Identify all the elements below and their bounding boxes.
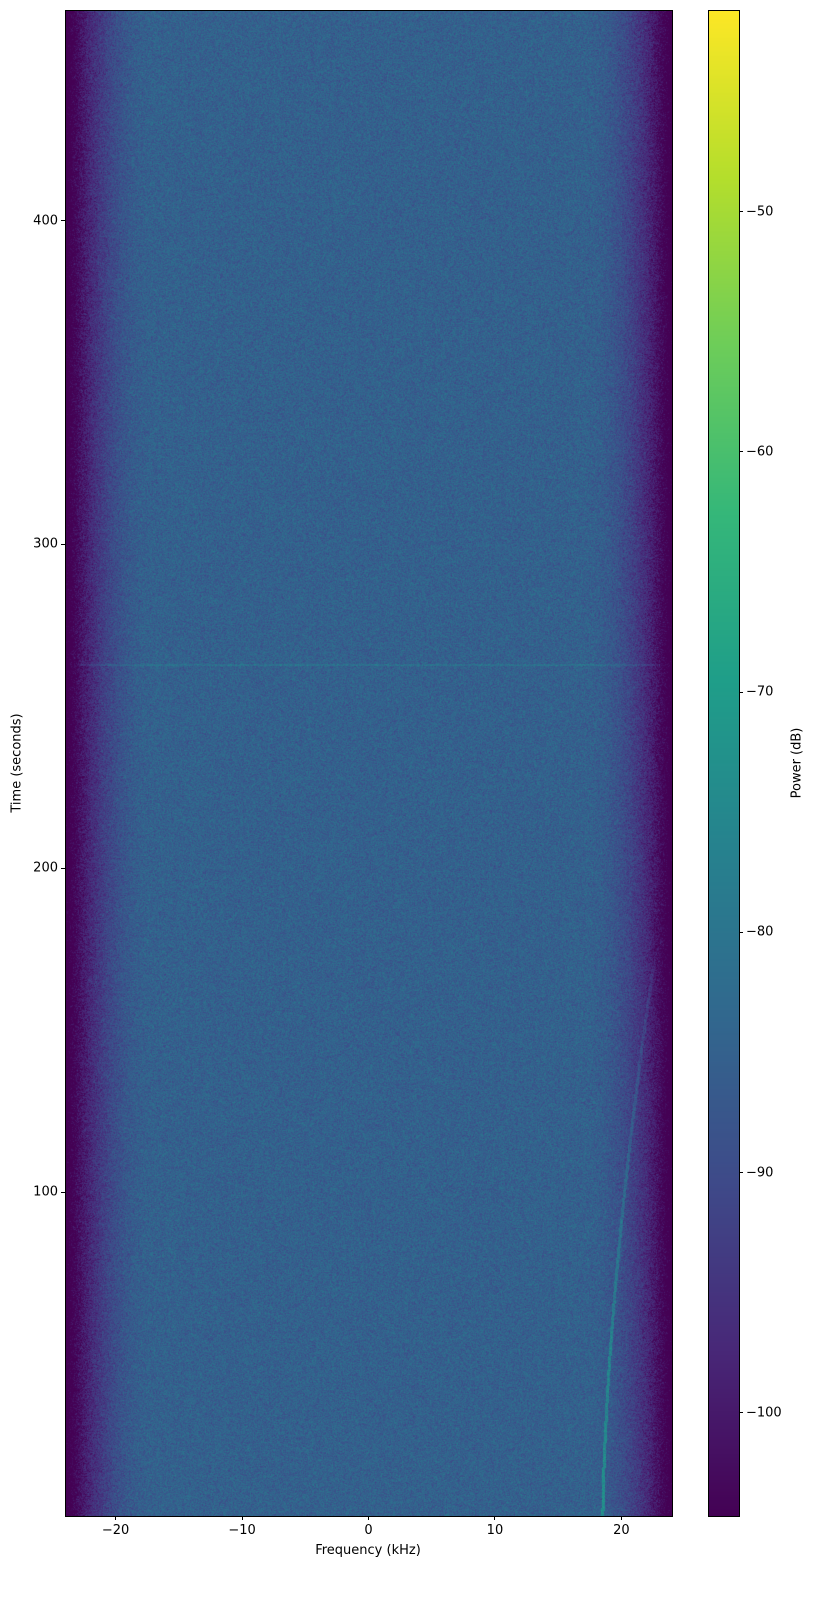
- colorbar-tick: [739, 1412, 743, 1414]
- y-tick: [61, 220, 65, 222]
- y-axis-label: Time (seconds): [9, 713, 25, 813]
- colorbar-tick: [739, 691, 743, 693]
- y-tick-label: 200: [33, 860, 58, 876]
- colorbar-tick-label: −80: [746, 924, 774, 940]
- x-tick: [368, 1516, 369, 1520]
- x-tick: [620, 1516, 622, 1520]
- colorbar-tick: [739, 451, 743, 453]
- y-tick: [61, 1191, 65, 1193]
- x-tick-label: 20: [613, 1523, 630, 1538]
- y-tick-label: 300: [33, 536, 58, 552]
- spectrogram-image: [65, 10, 672, 1516]
- y-tick: [61, 543, 65, 545]
- y-tick-label: 100: [33, 1184, 58, 1200]
- colorbar-tick-label: −100: [746, 1405, 782, 1421]
- colorbar-tick: [739, 1172, 743, 1174]
- colorbar-tick-label: −50: [746, 204, 774, 220]
- y-tick-label: 400: [33, 213, 58, 229]
- colorbar-frame: [708, 10, 740, 1517]
- spectrogram-plot: [65, 10, 672, 1516]
- x-axis-label: Frequency (kHz): [315, 1543, 421, 1558]
- colorbar-label: Power (dB): [789, 727, 805, 799]
- x-tick-label: 0: [364, 1523, 373, 1538]
- colorbar-tick-label: −60: [746, 444, 774, 460]
- plot-frame: [65, 10, 673, 1517]
- x-tick-label: −20: [101, 1523, 130, 1538]
- y-tick: [61, 867, 65, 869]
- x-tick-label: 10: [486, 1523, 504, 1538]
- colorbar-tick-label: −70: [746, 684, 774, 700]
- x-tick: [241, 1516, 243, 1520]
- x-tick: [494, 1516, 496, 1520]
- colorbar-tick-label: −90: [746, 1165, 774, 1181]
- colorbar-tick: [739, 931, 743, 933]
- x-tick-label: −10: [228, 1523, 256, 1538]
- colorbar-tick: [739, 211, 743, 213]
- colorbar: [708, 10, 739, 1516]
- x-tick: [115, 1516, 117, 1520]
